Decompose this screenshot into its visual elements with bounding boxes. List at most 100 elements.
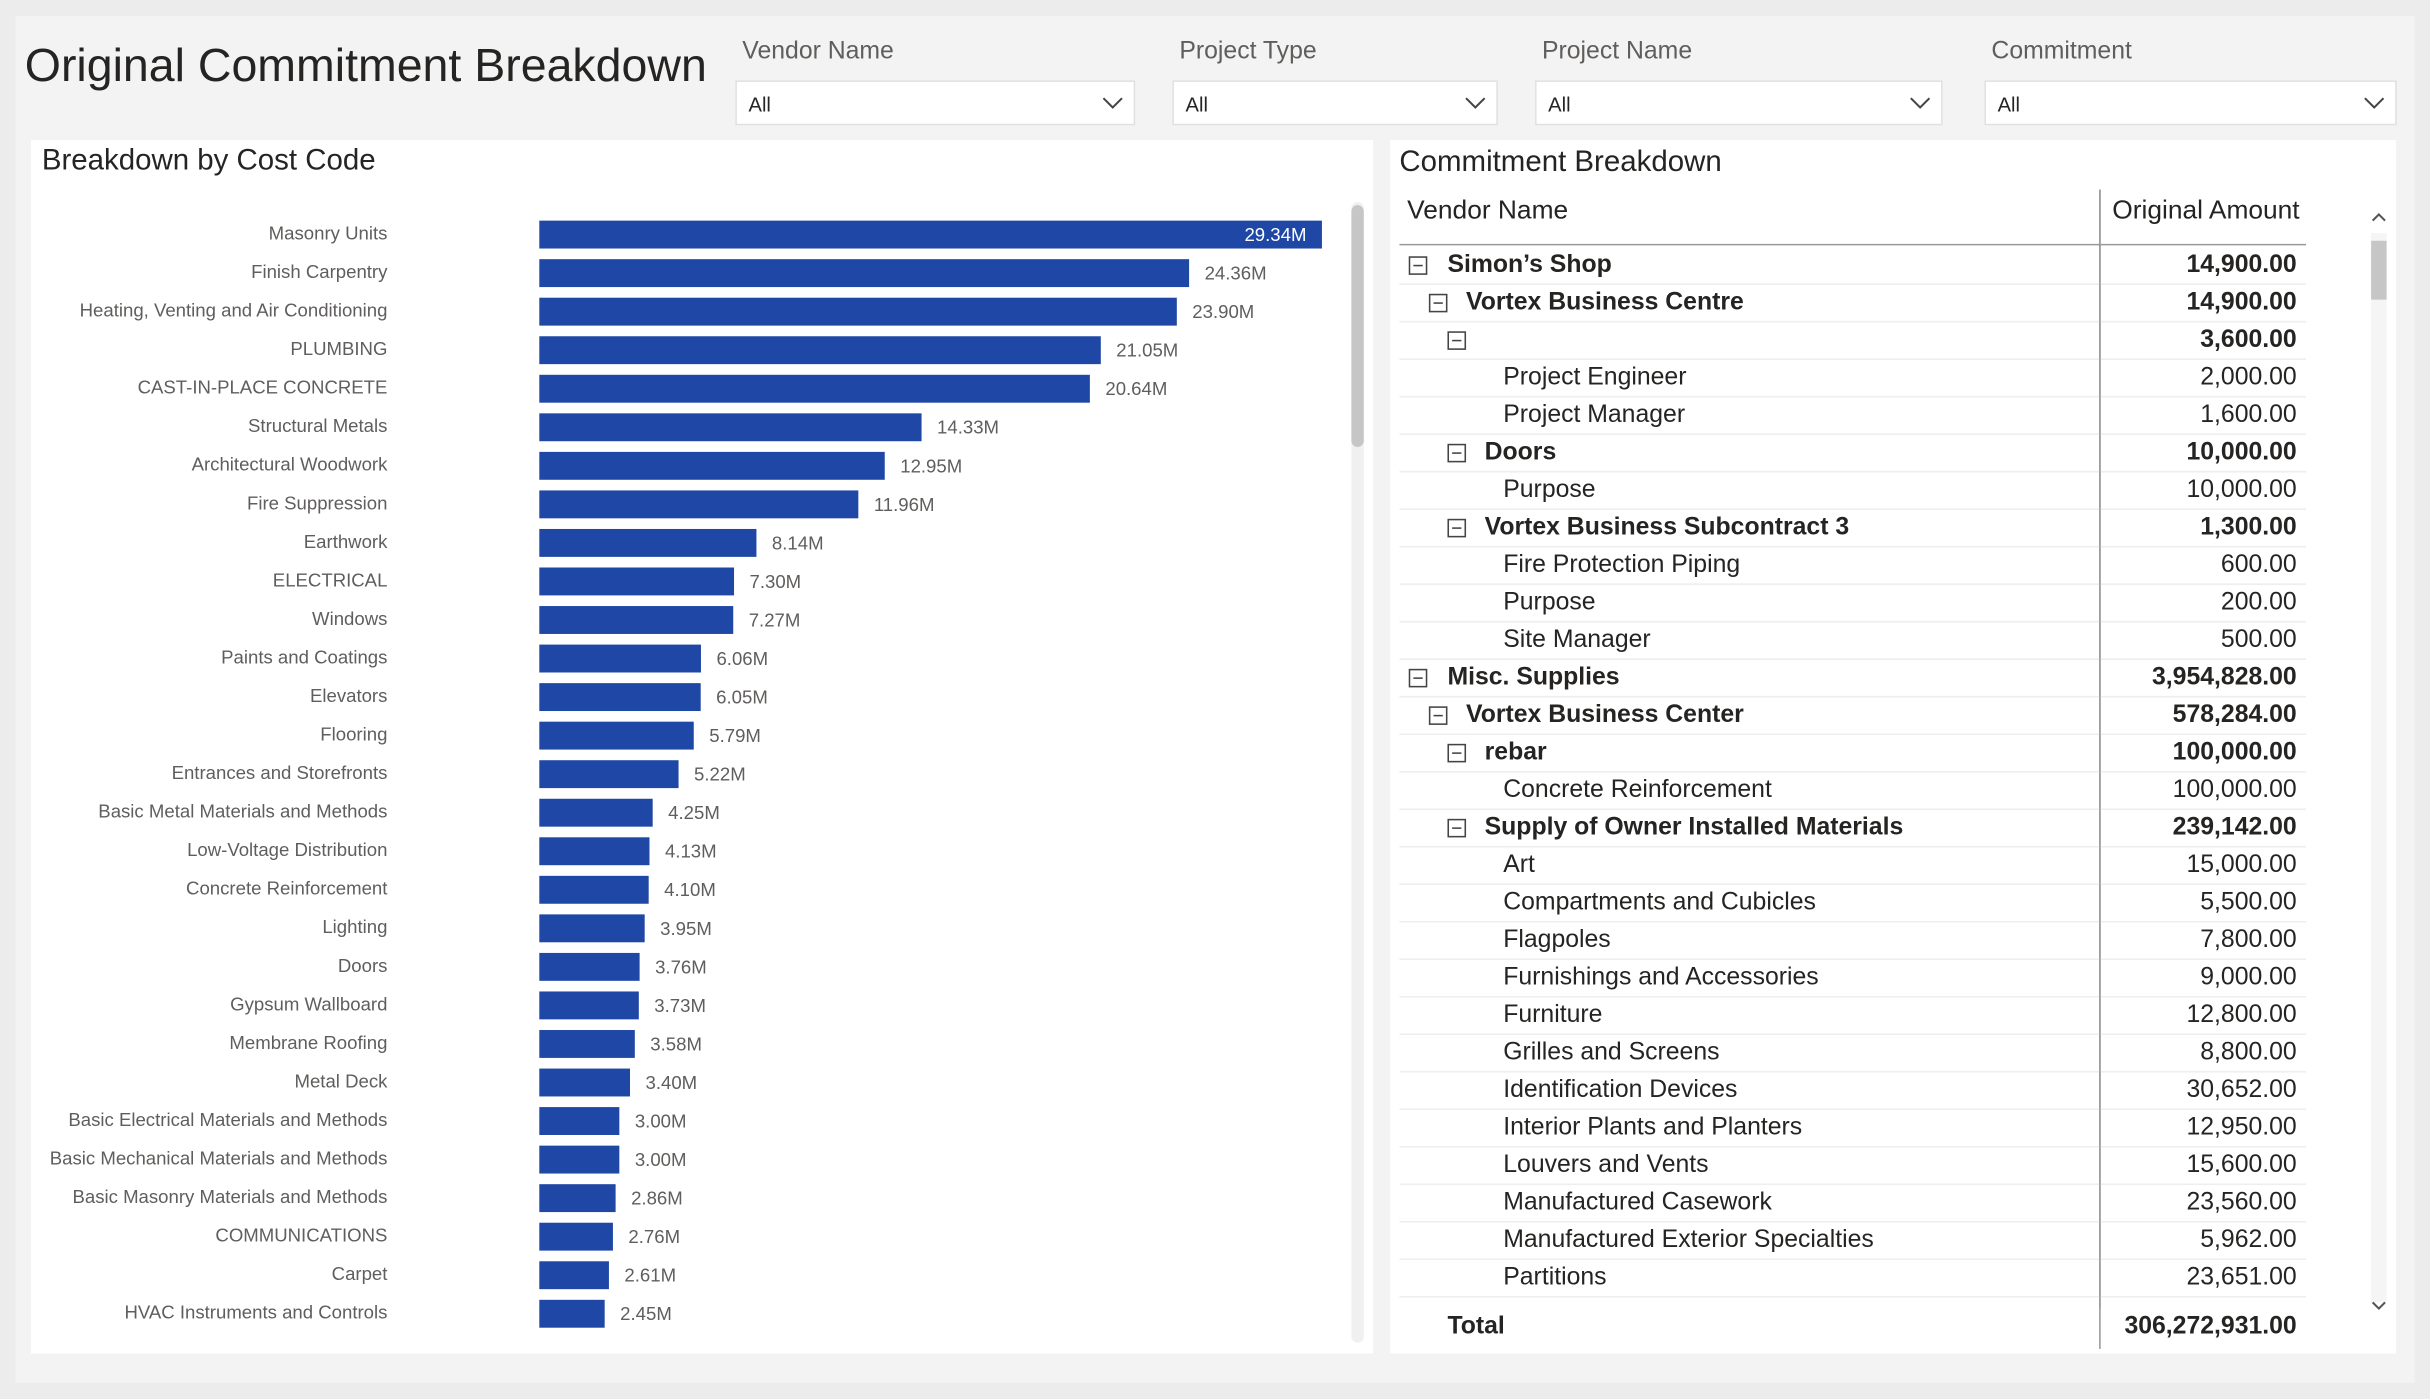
category-label: CAST-IN-PLACE CONCRETE bbox=[138, 377, 388, 398]
page-title: Original Commitment Breakdown bbox=[25, 39, 707, 91]
data-label: 7.27M bbox=[749, 609, 801, 630]
category-label: Doors bbox=[338, 955, 388, 976]
scroll-up[interactable] bbox=[2371, 213, 2386, 222]
collapse-icon[interactable] bbox=[1447, 443, 1467, 463]
row-amount: 2,000.00 bbox=[2200, 364, 2296, 391]
dropdown[interactable] bbox=[1535, 80, 1943, 126]
dropdown-chevron bbox=[2364, 97, 2385, 109]
data-label: 3.00M bbox=[635, 1111, 687, 1132]
column-header: Vendor Name bbox=[1407, 194, 1568, 224]
row-label: Identification Devices bbox=[1503, 1076, 1737, 1103]
collapse-icon[interactable] bbox=[1447, 818, 1467, 838]
row-label: Site Manager bbox=[1503, 626, 1650, 653]
row-amount: 23,651.00 bbox=[2186, 1264, 2296, 1291]
collapse-icon[interactable] bbox=[1428, 706, 1448, 725]
row-amount: 600.00 bbox=[2221, 551, 2297, 578]
data-label: 6.06M bbox=[716, 648, 768, 669]
bar bbox=[539, 875, 649, 904]
row-amount: 10,000.00 bbox=[2186, 439, 2296, 466]
scroll-thumb[interactable] bbox=[1351, 205, 1364, 447]
category-label: Elevators bbox=[310, 685, 387, 706]
collapse-icon[interactable] bbox=[1408, 668, 1428, 688]
dropdown-value: All bbox=[1548, 94, 1570, 116]
data-label: 2.86M bbox=[631, 1188, 683, 1209]
table-panel bbox=[1390, 140, 2396, 1354]
row-label: Purpose bbox=[1503, 476, 1595, 503]
bar bbox=[539, 1184, 616, 1213]
row-label: Furniture bbox=[1503, 1001, 1602, 1028]
category-label: Basic Electrical Materials and Methods bbox=[68, 1109, 387, 1130]
dropdown[interactable] bbox=[1984, 80, 2397, 126]
dropdown-value: All bbox=[1998, 94, 2020, 116]
row-amount: 10,000.00 bbox=[2186, 476, 2296, 503]
collapse-icon[interactable] bbox=[1447, 743, 1467, 763]
bar bbox=[539, 837, 650, 866]
data-label: 24.36M bbox=[1205, 263, 1267, 284]
filter-label: Commitment bbox=[1991, 37, 2132, 64]
data-label: 8.14M bbox=[772, 532, 824, 553]
category-label: Earthwork bbox=[304, 531, 388, 552]
row-amount: 7,800.00 bbox=[2200, 926, 2296, 953]
category-label: Architectural Woodwork bbox=[192, 454, 389, 475]
category-label: COMMUNICATIONS bbox=[215, 1225, 387, 1246]
collapse-icon[interactable] bbox=[1447, 331, 1467, 350]
category-label: Metal Deck bbox=[295, 1070, 389, 1091]
bar bbox=[539, 991, 639, 1020]
row-label: Vortex Business Center bbox=[1466, 701, 1744, 728]
row-label: Project Manager bbox=[1503, 401, 1685, 428]
scroll-down[interactable] bbox=[2371, 1301, 2386, 1310]
data-label: 20.64M bbox=[1105, 378, 1167, 399]
row-amount: 200.00 bbox=[2221, 589, 2297, 616]
category-label: PLUMBING bbox=[290, 338, 387, 359]
category-label: Basic Metal Materials and Methods bbox=[98, 801, 387, 822]
dropdown-chevron bbox=[1102, 97, 1123, 109]
row-amount: 3,954,828.00 bbox=[2152, 664, 2297, 691]
data-label: 3.76M bbox=[655, 956, 707, 977]
scroll-track[interactable] bbox=[1351, 202, 1364, 1343]
chart-title: Breakdown by Cost Code bbox=[42, 144, 376, 177]
category-label: Heating, Venting and Air Conditioning bbox=[80, 300, 388, 321]
scroll-track[interactable] bbox=[2371, 233, 2387, 1303]
row-label: Vortex Business Subcontract 3 bbox=[1485, 514, 1849, 541]
data-label: 29.34M bbox=[1244, 224, 1306, 245]
collapse-icon[interactable] bbox=[1428, 293, 1448, 313]
bar bbox=[539, 336, 1101, 365]
dropdown[interactable] bbox=[735, 80, 1136, 126]
row-amount: 500.00 bbox=[2221, 626, 2297, 653]
category-label: Flooring bbox=[320, 724, 387, 745]
row-label: Art bbox=[1503, 851, 1535, 878]
data-label: 21.05M bbox=[1116, 340, 1178, 361]
total-amount: 306,272,931.00 bbox=[2124, 1313, 2296, 1340]
category-label: Basic Masonry Materials and Methods bbox=[72, 1186, 387, 1207]
data-label: 2.76M bbox=[628, 1226, 680, 1247]
row-label: Fire Protection Piping bbox=[1503, 551, 1740, 578]
table: Vendor Name Original Amount Simon’s Shop 14… bbox=[1399, 189, 2307, 1349]
row-label: Doors bbox=[1485, 439, 1557, 466]
data-label: 3.58M bbox=[650, 1033, 702, 1054]
dropdown-value: All bbox=[749, 94, 771, 116]
dropdown[interactable] bbox=[1172, 80, 1498, 126]
data-label: 5.22M bbox=[694, 764, 746, 785]
row-amount: 14,900.00 bbox=[2186, 251, 2296, 278]
filters: Vendor Name All Project Type All Project Nam… bbox=[735, 37, 2397, 126]
scroll-thumb[interactable] bbox=[2371, 240, 2387, 300]
column-header: Original Amount bbox=[2112, 194, 2300, 224]
category-label: Fire Suppression bbox=[247, 492, 387, 513]
data-label: 23.90M bbox=[1192, 301, 1254, 322]
row-amount: 100,000.00 bbox=[2173, 776, 2297, 803]
bar bbox=[539, 606, 734, 634]
collapse-icon[interactable] bbox=[1408, 256, 1428, 275]
row-label: Vortex Business Centre bbox=[1466, 289, 1744, 316]
bar bbox=[539, 952, 640, 981]
total-bg bbox=[1399, 1308, 2307, 1349]
row-amount: 100,000.00 bbox=[2173, 739, 2297, 766]
collapse-icon[interactable] bbox=[1447, 518, 1467, 538]
bar bbox=[539, 567, 735, 596]
bar bbox=[539, 1145, 620, 1174]
category-label: Masonry Units bbox=[269, 222, 388, 243]
bar bbox=[539, 1068, 631, 1097]
bar bbox=[539, 1261, 609, 1290]
data-label: 3.00M bbox=[635, 1149, 687, 1170]
dropdown-value: All bbox=[1186, 94, 1208, 116]
